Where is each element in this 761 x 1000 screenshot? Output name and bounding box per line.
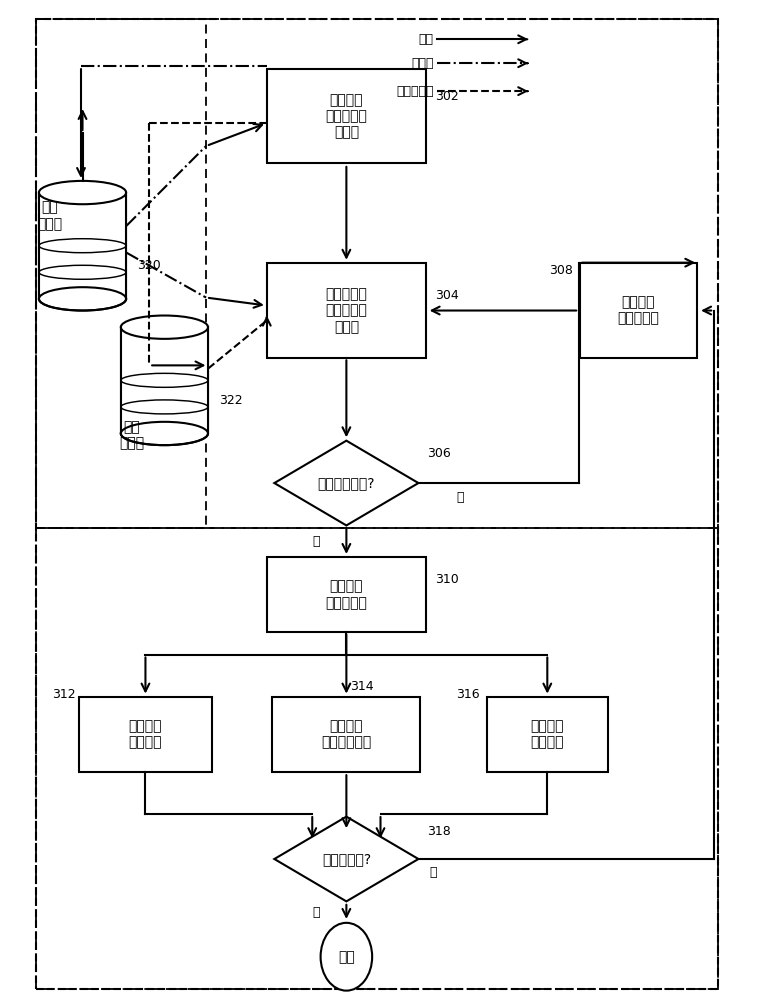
Text: 314: 314: [350, 680, 374, 693]
Text: 知识
数据库: 知识 数据库: [37, 201, 62, 231]
Text: 302: 302: [435, 90, 459, 103]
Text: 320: 320: [137, 259, 161, 272]
Ellipse shape: [39, 287, 126, 311]
Text: 308: 308: [549, 264, 573, 277]
FancyBboxPatch shape: [267, 263, 426, 358]
Text: 322: 322: [219, 394, 243, 407]
Text: 地震
数据库: 地震 数据库: [119, 420, 144, 450]
FancyBboxPatch shape: [267, 69, 426, 163]
Text: 用户执行
地震解释: 用户执行 地震解释: [530, 719, 564, 749]
Text: 系统导向
任务服务器: 系统导向 任务服务器: [326, 580, 368, 610]
Text: 切片集被批准?: 切片集被批准?: [317, 476, 375, 490]
Text: 306: 306: [428, 447, 451, 460]
Text: 地震数据流: 地震数据流: [396, 85, 434, 98]
Text: 318: 318: [428, 825, 451, 838]
Text: 结束: 结束: [338, 950, 355, 964]
Polygon shape: [121, 327, 208, 433]
Text: 否: 否: [457, 491, 463, 504]
FancyBboxPatch shape: [272, 697, 420, 772]
Text: 结果被批准?: 结果被批准?: [322, 852, 371, 866]
Text: 用户选择
任务和地震
数据集: 用户选择 任务和地震 数据集: [326, 93, 368, 139]
Text: 系统执行
相似检索: 系统执行 相似检索: [129, 719, 162, 749]
FancyBboxPatch shape: [580, 263, 697, 358]
Text: 310: 310: [435, 573, 459, 586]
Text: 过程: 过程: [419, 33, 434, 46]
FancyBboxPatch shape: [267, 557, 426, 632]
Circle shape: [320, 923, 372, 991]
Ellipse shape: [121, 316, 208, 339]
Text: 系统执行
机器学习任务: 系统执行 机器学习任务: [321, 719, 371, 749]
Text: 312: 312: [53, 688, 76, 701]
FancyBboxPatch shape: [79, 697, 212, 772]
Text: 知识流: 知识流: [411, 57, 434, 70]
Ellipse shape: [39, 181, 126, 204]
Polygon shape: [275, 441, 419, 525]
Text: 用户选择
不同参数值: 用户选择 不同参数值: [617, 295, 659, 326]
Text: 316: 316: [457, 688, 480, 701]
Text: 否: 否: [430, 866, 438, 879]
FancyBboxPatch shape: [486, 697, 608, 772]
Ellipse shape: [121, 422, 208, 445]
Polygon shape: [39, 193, 126, 299]
Text: 304: 304: [435, 289, 459, 302]
Text: 是: 是: [312, 906, 320, 919]
Text: 是: 是: [312, 535, 320, 548]
Polygon shape: [275, 817, 419, 901]
Text: 推荐器系统
建议代表性
地震线: 推荐器系统 建议代表性 地震线: [326, 287, 368, 334]
